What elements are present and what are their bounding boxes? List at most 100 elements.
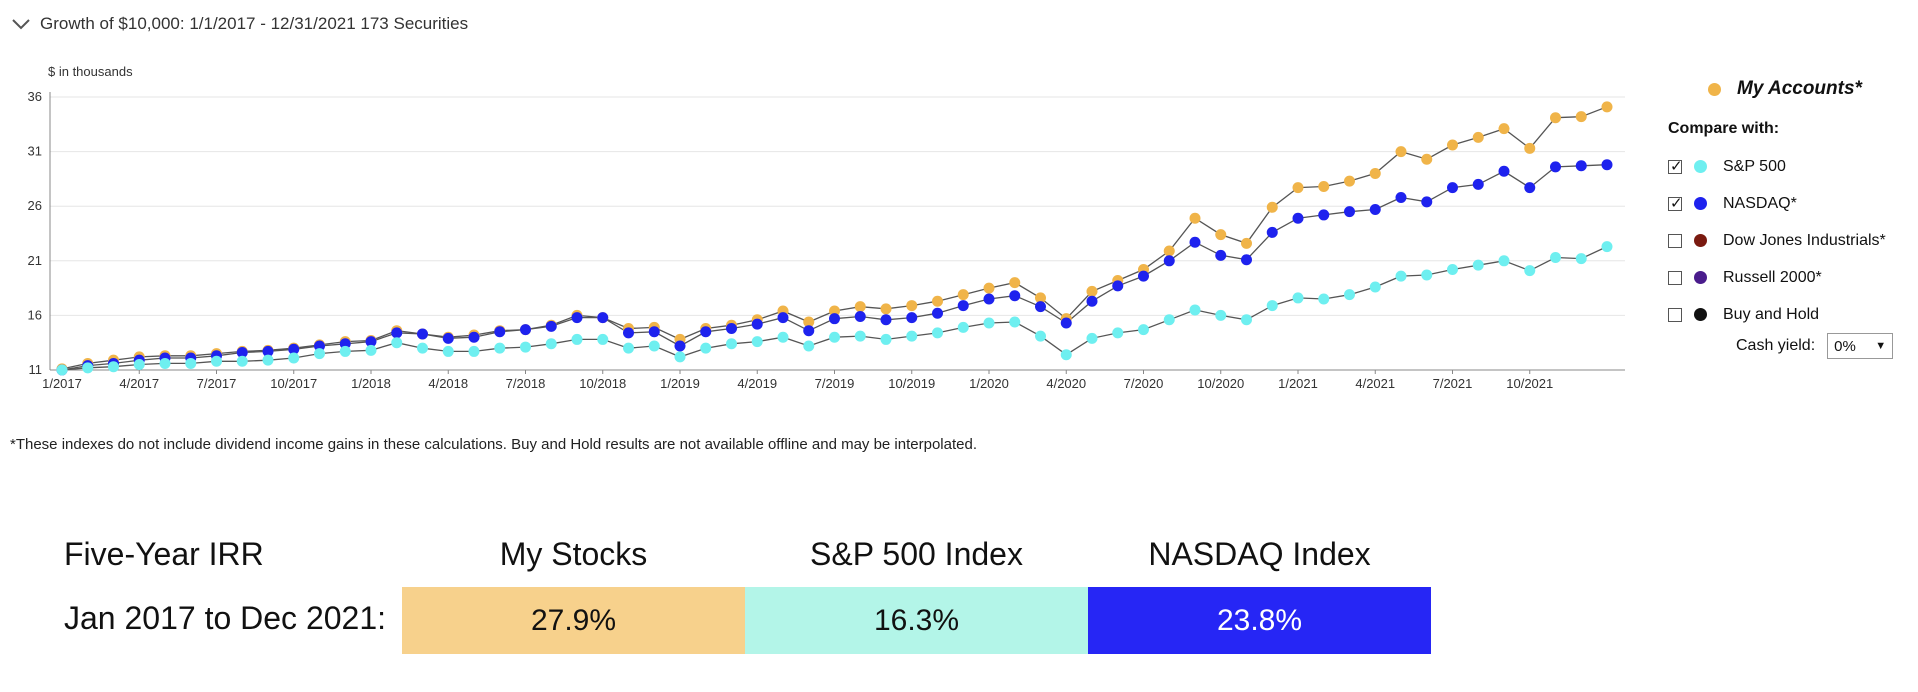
cash-yield-row: Cash yield: 0% ▼ — [1736, 333, 1918, 359]
data-point — [1266, 226, 1278, 238]
chart-legend: My Accounts* Compare with: S&P 500 NASDAQ… — [1668, 78, 1918, 359]
irr-nasdaq-value: 23.8% — [1088, 587, 1431, 654]
data-point — [1447, 139, 1458, 151]
y-tick-label: 36 — [28, 89, 42, 104]
data-point — [1472, 259, 1484, 271]
data-point — [1421, 196, 1433, 208]
legend-item[interactable]: S&P 500 — [1668, 148, 1918, 185]
compare-with-label: Compare with: — [1668, 120, 1780, 137]
data-point — [494, 342, 506, 354]
data-point — [932, 307, 943, 319]
data-point — [803, 325, 815, 337]
chevron-down-icon[interactable] — [10, 15, 32, 33]
data-point — [442, 345, 454, 357]
data-point — [339, 345, 351, 357]
data-point — [314, 340, 325, 352]
data-point — [726, 338, 737, 350]
data-point — [1395, 146, 1407, 158]
data-point — [597, 312, 609, 324]
dropdown-arrow-icon: ▼ — [1875, 340, 1887, 352]
legend-item[interactable]: Russell 2000* — [1668, 259, 1918, 296]
legend-color-dot — [1694, 234, 1707, 247]
data-point — [1395, 191, 1407, 203]
data-point — [1421, 153, 1433, 165]
x-tick-label: 7/2018 — [506, 376, 546, 391]
y-tick-label: 16 — [28, 307, 42, 322]
irr-period: Jan 2017 to Dec 2021: — [64, 600, 387, 636]
data-point — [906, 330, 918, 342]
data-point — [262, 354, 274, 366]
irr-my-stocks-value: 27.9% — [402, 587, 745, 654]
legend-checkbox[interactable] — [1668, 233, 1682, 248]
x-tick-label: 4/2018 — [428, 376, 468, 391]
data-point — [1344, 175, 1355, 187]
data-point — [751, 318, 763, 330]
data-point — [1138, 324, 1149, 336]
x-tick-label: 1/2017 — [42, 376, 82, 391]
legend-color-dot — [1694, 308, 1707, 321]
y-tick-label: 21 — [28, 253, 42, 268]
data-point — [932, 327, 943, 339]
data-point — [906, 300, 918, 312]
legend-item-label: NASDAQ* — [1723, 194, 1797, 212]
data-point — [1472, 131, 1484, 143]
data-point — [1472, 178, 1484, 190]
data-point — [108, 361, 119, 373]
data-point — [957, 321, 969, 333]
data-point — [365, 336, 377, 348]
data-point — [1524, 182, 1536, 194]
legend-item[interactable]: Buy and Hold — [1668, 296, 1918, 333]
cash-yield-select[interactable]: 0% ▼ — [1827, 333, 1894, 359]
data-point — [494, 326, 506, 338]
data-point — [339, 338, 351, 350]
data-point — [1318, 209, 1330, 221]
data-point — [1112, 327, 1124, 339]
data-point — [1215, 229, 1227, 241]
data-point — [1575, 111, 1587, 123]
data-point — [803, 316, 815, 328]
data-point — [1215, 309, 1227, 321]
data-point — [1524, 265, 1536, 277]
data-point — [1163, 255, 1175, 267]
data-point — [1060, 349, 1072, 361]
x-tick-label: 4/2021 — [1355, 376, 1395, 391]
legend-color-dot — [1694, 271, 1707, 284]
legend-item[interactable]: Dow Jones Industrials* — [1668, 222, 1918, 259]
x-tick-label: 10/2021 — [1506, 376, 1553, 391]
cash-yield-label: Cash yield: — [1736, 337, 1816, 354]
data-point — [1447, 264, 1458, 276]
data-point — [1344, 206, 1355, 218]
legend-checkbox[interactable] — [1668, 157, 1683, 175]
data-point — [1241, 237, 1252, 249]
chart-header[interactable]: Growth of $10,000: 1/1/2017 - 12/31/2021… — [10, 14, 468, 34]
x-tick-label: 7/2019 — [815, 376, 855, 391]
x-tick-label: 1/2019 — [660, 376, 700, 391]
data-point — [1215, 249, 1227, 261]
legend-checkbox[interactable] — [1668, 270, 1682, 285]
data-point — [1601, 159, 1613, 171]
legend-my-accounts: My Accounts* — [1708, 78, 1918, 100]
data-point — [1266, 300, 1278, 312]
my-accounts-color-dot — [1708, 82, 1721, 96]
data-point — [700, 326, 712, 338]
data-point — [1086, 285, 1098, 297]
legend-item[interactable]: NASDAQ* — [1668, 185, 1918, 222]
data-point — [1266, 201, 1278, 213]
data-point — [1086, 332, 1098, 344]
y-axis-units-label: $ in thousands — [48, 64, 133, 79]
data-point — [1601, 101, 1613, 113]
data-point — [597, 333, 609, 345]
data-point — [726, 323, 737, 335]
data-point — [1241, 254, 1252, 266]
x-tick-label: 4/2019 — [737, 376, 777, 391]
x-tick-label: 10/2020 — [1197, 376, 1244, 391]
data-point — [133, 359, 145, 371]
growth-line-chart: 11 16 21 26 31 36 1/2017 4/2017 7/2017 10/2017 1/2… — [28, 89, 1625, 391]
data-point — [520, 341, 531, 353]
data-point — [1575, 253, 1587, 265]
legend-checkbox[interactable] — [1668, 307, 1682, 322]
data-point — [1447, 182, 1458, 194]
data-point — [288, 343, 300, 355]
legend-checkbox[interactable] — [1668, 194, 1683, 212]
data-point — [932, 295, 943, 307]
